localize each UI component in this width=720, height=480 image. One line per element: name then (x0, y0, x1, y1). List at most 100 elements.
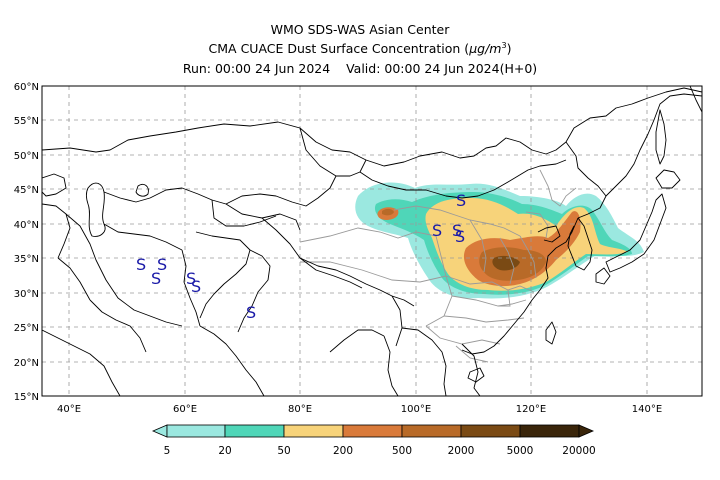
title-line-1: WMO SDS-WAS Asian Center (270, 22, 450, 37)
korea-peninsula (567, 217, 593, 271)
lat-label-40n: 40°N (14, 220, 39, 231)
lon-label-60e: 60°E (173, 404, 197, 415)
vietnam-coast (461, 343, 481, 396)
province-line-14 (498, 289, 511, 307)
japan-hokkaido (655, 169, 681, 189)
province-line-8 (469, 219, 487, 273)
color-legend (151, 424, 595, 438)
turkey-border (42, 203, 71, 259)
province-line-15 (455, 345, 489, 363)
province-line-4 (445, 275, 535, 293)
lon-label-140e: 140°E (632, 404, 662, 415)
lat-label-45n: 45°N (14, 185, 39, 196)
aral-sea (135, 183, 149, 197)
province-line-13 (393, 205, 521, 237)
country-boundaries (42, 86, 702, 396)
turkmen-iran-border (103, 223, 183, 251)
run-time: Run: 00:00 24 Jun 2024 (182, 61, 331, 76)
lon-label-120e: 120°E (516, 404, 546, 415)
title-line-3: Run: 00:00 24 Jun 2024 Valid: 00:00 24 J… (0, 61, 720, 76)
lat-label-20n: 20°N (14, 358, 39, 369)
legend-box-50-200 (283, 424, 344, 438)
lat-label-35n: 35°N (14, 254, 39, 265)
black-sea (42, 173, 67, 197)
russia-far-east-coast (605, 93, 702, 197)
sakhalin (655, 109, 667, 165)
indochina-border (401, 327, 447, 396)
dust-symbol-2: S (157, 255, 167, 274)
lat-label-30n: 30°N (14, 289, 39, 300)
legend-box-20-50 (224, 424, 285, 438)
legend-label-5: 5 (164, 445, 171, 457)
title-close-paren: ) (506, 41, 512, 57)
arabian-coast (42, 329, 121, 396)
taiwan (545, 321, 557, 345)
japan-honshu (605, 193, 667, 273)
province-line-11 (539, 169, 577, 207)
legend-label-500: 500 (392, 445, 412, 457)
myanmar-coast (383, 335, 399, 396)
dust-symbol-10: S (455, 227, 465, 246)
tajik-border (211, 199, 277, 227)
lon-label-40e: 40°E (57, 404, 81, 415)
kazakhstan-china-border (299, 127, 361, 177)
legend-box-200-500 (342, 424, 403, 438)
valid-time: Valid: 00:00 24 Jun 2024(H+0) (346, 61, 538, 76)
legend-label-200: 200 (333, 445, 353, 457)
province-line-6 (443, 315, 525, 323)
legend-label-50: 50 (277, 445, 290, 457)
northeast-china-border (565, 141, 607, 219)
dust-event-symbols: S S S S S S S S S S (136, 191, 466, 322)
hainan (467, 367, 485, 383)
bohai-coast (537, 225, 561, 243)
iraq-border (57, 257, 91, 301)
pakistan-india-border (237, 249, 271, 333)
map-frame (41, 85, 703, 397)
legend-box-500-2000 (401, 424, 462, 438)
longitude-labels: 40°E 60°E 80°E 100°E 120°E 140°E (57, 404, 662, 415)
dust-symbol-9: S (452, 221, 462, 240)
legend-label-20: 20 (218, 445, 231, 457)
province-line-1 (299, 227, 437, 243)
title-unit-exponent: 3 (501, 41, 507, 50)
china-east-coast (461, 217, 579, 355)
province-line-2 (300, 261, 447, 283)
province-line-10 (519, 235, 537, 279)
legend-labels: 5 20 50 200 500 2000 5000 20000 (164, 445, 596, 457)
mongolia-china-border (359, 159, 567, 199)
russia-mongolia-border (365, 87, 702, 167)
legend-arrow-low (151, 424, 168, 438)
lat-label-50n: 50°N (14, 151, 39, 162)
japan-kyushu (595, 267, 611, 285)
lon-label-100e: 100°E (401, 404, 431, 415)
legend-box-5-20 (166, 424, 226, 438)
province-line-12 (525, 211, 549, 239)
nepal-border (299, 257, 363, 289)
india-china-border (261, 217, 415, 307)
dust-symbol-7: S (456, 191, 466, 210)
iran-west-border (65, 213, 183, 327)
dust-symbol-3: S (151, 269, 161, 288)
kazakhstan-russia-border (42, 121, 367, 161)
dust-symbol-4: S (186, 269, 196, 288)
legend-label-5000: 5000 (507, 445, 534, 457)
lat-label-25n: 25°N (14, 323, 39, 334)
lat-label-55n: 55°N (14, 116, 39, 127)
title-line-2: CMA CUACE Dust Surface Concentration (μg… (0, 41, 720, 56)
caspian-sea (86, 182, 106, 237)
kyrgyz-border (225, 175, 337, 207)
lat-label-60n: 60°N (14, 82, 39, 93)
title-unit: μg/m (469, 41, 502, 57)
central-asia-borders (103, 187, 301, 231)
dust-symbol-6: S (246, 303, 256, 322)
legend-label-20000: 20000 (562, 445, 595, 457)
bangladesh-coast (329, 329, 385, 353)
lon-label-80e: 80°E (288, 404, 312, 415)
india-coastline (199, 325, 265, 396)
latitude-labels: 60°N 55°N 50°N 45°N 40°N 35°N 30°N 25°N … (14, 82, 39, 403)
graticule (42, 86, 702, 396)
dust-field-500-2000-west (382, 208, 394, 216)
dust-symbol-1: S (136, 255, 146, 274)
legend-arrow-high (578, 424, 595, 438)
